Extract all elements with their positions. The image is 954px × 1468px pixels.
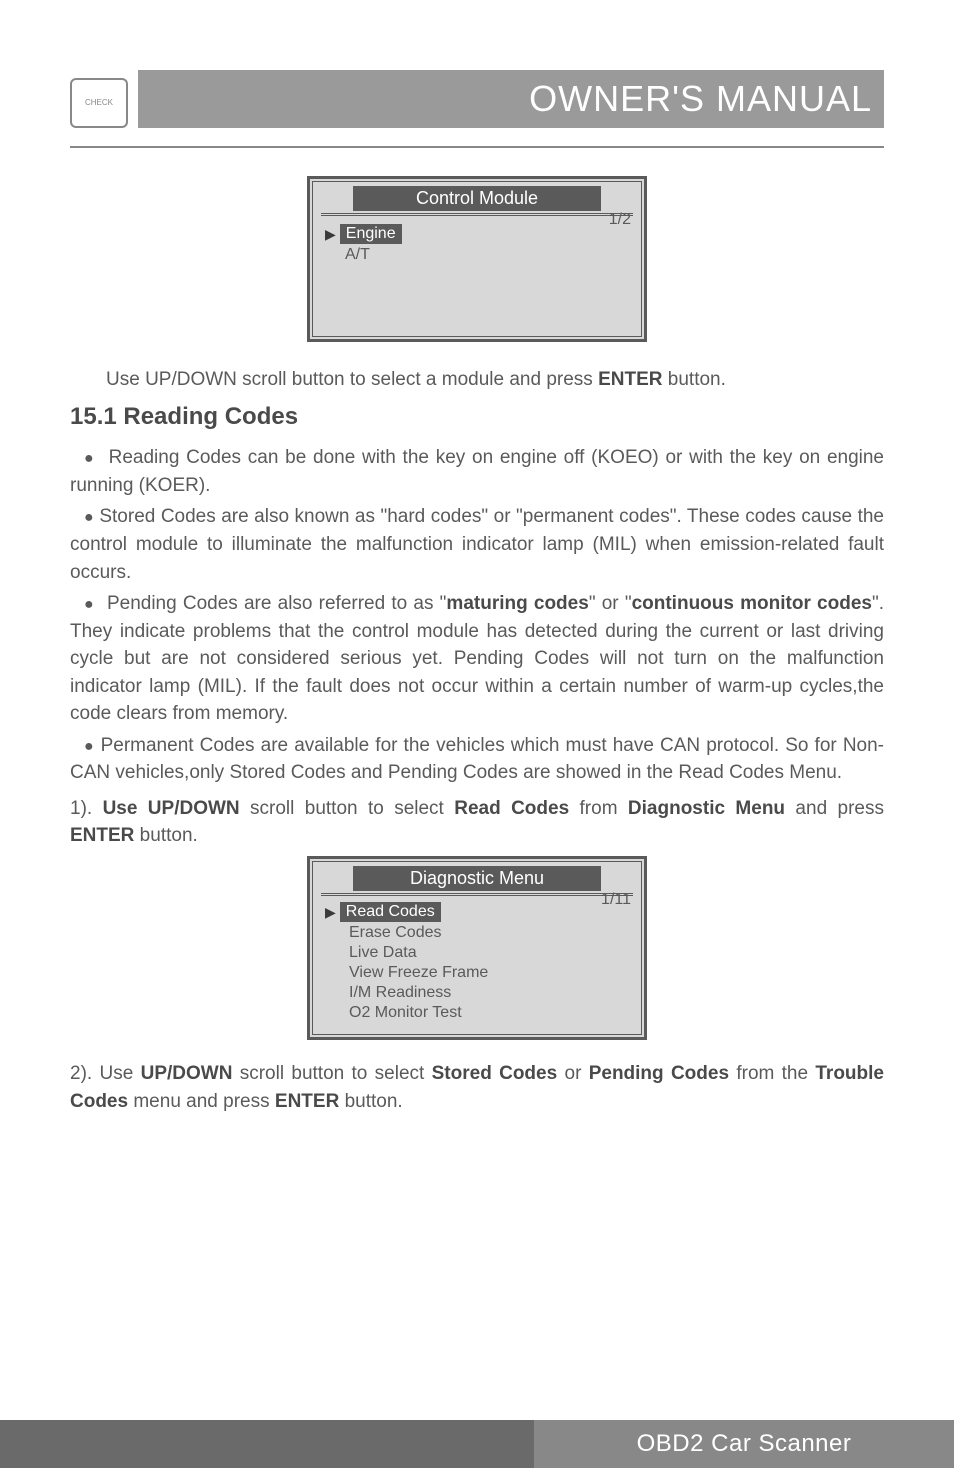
selection-arrow-icon: ▶ <box>325 226 336 243</box>
bullet-paragraph: ● Permanent Codes are available for the … <box>70 732 884 787</box>
control-module-screen: Control Module 1/2 ▶ Engine A/T <box>307 176 647 342</box>
header: CHECK OWNER'S MANUAL <box>70 70 884 128</box>
bullet-icon: ● <box>70 734 94 755</box>
text-bold: ENTER <box>598 369 662 390</box>
list-item-label: A/T <box>325 246 370 264</box>
page-number: 141 <box>897 1430 924 1448</box>
text: button. <box>339 1091 402 1112</box>
list-item: I/M Readiness <box>325 984 629 1002</box>
list-item: ▶ Engine <box>325 224 629 244</box>
step-paragraph: 1). Use UP/DOWN scroll button to select … <box>70 795 884 850</box>
list-item: ▶ Read Codes <box>325 902 629 922</box>
text-bold: continuous monitor codes <box>632 593 872 614</box>
text: from the <box>729 1063 815 1084</box>
list-item: Live Data <box>325 944 629 962</box>
text-bold: ENTER <box>275 1091 339 1112</box>
text-bold: maturing codes <box>446 593 588 614</box>
text-bold: ENTER <box>70 825 134 846</box>
selection-arrow-icon: ▶ <box>325 904 336 921</box>
text: from <box>569 798 628 819</box>
check-engine-icon: CHECK <box>70 78 128 128</box>
bullet-icon: ● <box>70 446 95 467</box>
list-item-label: Live Data <box>325 944 417 962</box>
footer-label: OBD2 Car Scanner <box>534 1420 954 1468</box>
list-item-label: Engine <box>340 224 402 244</box>
text: or <box>557 1063 589 1084</box>
text-bold: Stored Codes <box>432 1063 558 1084</box>
list-item-label: I/M Readiness <box>325 984 451 1002</box>
bullet-paragraph: ● Stored Codes are also known as "hard c… <box>70 503 884 586</box>
text: button. <box>134 825 197 846</box>
list-item-label: Read Codes <box>340 902 441 922</box>
bullet-icon: ● <box>70 592 95 613</box>
text: button. <box>663 369 726 390</box>
screen2-page-indicator: 1/11 <box>601 891 631 909</box>
list-item-label: View Freeze Frame <box>325 964 488 982</box>
screen1-page-indicator: 1/2 <box>609 211 631 229</box>
text: 2). Use <box>70 1063 141 1084</box>
screen2-title: Diagnostic Menu <box>353 866 601 891</box>
list-item: A/T <box>325 246 629 264</box>
bullet-paragraph: ● Reading Codes can be done with the key… <box>70 444 884 499</box>
header-title: OWNER'S MANUAL <box>138 70 884 128</box>
bullet-icon: ● <box>70 505 94 526</box>
text: Permanent Codes are available for the ve… <box>70 735 884 784</box>
text: Use UP/DOWN scroll button to select a mo… <box>106 369 598 390</box>
text-bold: Use UP/DOWN <box>103 798 240 819</box>
paragraph: Use UP/DOWN scroll button to select a mo… <box>70 366 884 394</box>
step-paragraph: 2). Use UP/DOWN scroll button to select … <box>70 1060 884 1115</box>
text: Stored Codes are also known as "hard cod… <box>70 506 884 582</box>
text: Reading Codes can be done with the key o… <box>70 447 884 496</box>
text: " or " <box>589 593 632 614</box>
text: menu and press <box>128 1091 275 1112</box>
header-underline <box>70 146 884 148</box>
list-item-label: Erase Codes <box>325 924 442 942</box>
diagnostic-menu-screen: Diagnostic Menu 1/11 ▶ Read Codes Erase … <box>307 856 647 1040</box>
bullet-paragraph: ● Pending Codes are also referred to as … <box>70 590 884 728</box>
footer: OBD2 Car Scanner <box>0 1420 954 1468</box>
text: and press <box>785 798 884 819</box>
text: 1). <box>70 798 103 819</box>
text: scroll button to select <box>232 1063 431 1084</box>
list-item: View Freeze Frame <box>325 964 629 982</box>
text: Pending Codes are also referred to as " <box>107 593 446 614</box>
text-bold: Diagnostic Menu <box>628 798 785 819</box>
screen1-title: Control Module <box>353 186 601 211</box>
list-item: Erase Codes <box>325 924 629 942</box>
text-bold: UP/DOWN <box>141 1063 233 1084</box>
list-item-label: O2 Monitor Test <box>325 1004 462 1022</box>
list-item: O2 Monitor Test <box>325 1004 629 1022</box>
text-bold: Pending Codes <box>589 1063 729 1084</box>
section-heading: 15.1 Reading Codes <box>70 400 884 435</box>
text-bold: Read Codes <box>454 798 569 819</box>
text: scroll button to select <box>240 798 455 819</box>
check-icon-label: CHECK <box>85 99 113 107</box>
